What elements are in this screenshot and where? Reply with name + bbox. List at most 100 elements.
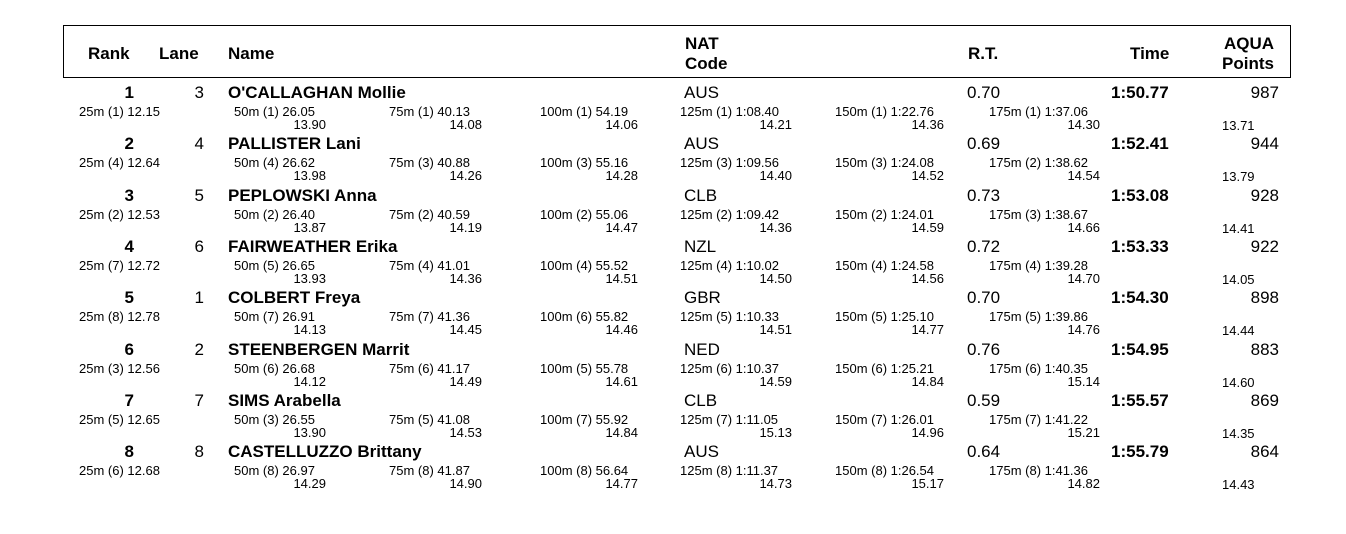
- rank-cell: 1: [124, 83, 134, 102]
- athlete-name: COLBERT Freya: [228, 288, 361, 307]
- split-lap: 14.66: [1067, 220, 1100, 235]
- lane-header: Lane: [159, 44, 199, 63]
- final-lap-split: 14.35: [1222, 426, 1255, 441]
- split-cumulative: 100m (6) 55.82: [540, 309, 629, 324]
- final-time: 1:53.08: [1111, 186, 1169, 205]
- split-cumulative: 75m (4) 41.01: [389, 258, 470, 273]
- split-lap: 14.90: [449, 476, 482, 491]
- split-cumulative: 75m (6) 41.17: [389, 361, 470, 376]
- split-lap: 14.84: [911, 374, 944, 389]
- rank-cell: 5: [124, 288, 134, 307]
- final-lap-split: 14.60: [1222, 375, 1255, 390]
- split-cumulative: 125m (1) 1:08.40: [680, 104, 780, 119]
- split-cell: 175m (7) 1:41.22 15.21: [989, 413, 1100, 439]
- split-cell: 100m (5) 55.78 14.61: [540, 362, 638, 388]
- aqua-points: 864: [1250, 442, 1279, 461]
- split-lap: 14.96: [911, 425, 944, 440]
- result-row: 6 2 STEENBERGEN Marrit NED 0.76 1:54.95 883 25m…: [0, 339, 1346, 390]
- split-25m: 25m (2) 12.53: [79, 207, 160, 222]
- split-cumulative: 50m (6) 26.68: [234, 361, 315, 376]
- aqua-points: 944: [1250, 134, 1279, 153]
- split-cell: 50m (6) 26.68 14.12: [234, 362, 326, 388]
- split-cell: 125m (1) 1:08.40 14.21: [680, 105, 792, 131]
- split-cell: 150m (8) 1:26.54 15.17: [835, 464, 944, 490]
- split-cell: 50m (4) 26.62 13.98: [234, 156, 326, 182]
- split-lap: 15.14: [1067, 374, 1100, 389]
- split-cell: 125m (2) 1:09.42 14.36: [680, 208, 792, 234]
- athlete-name: PALLISTER Lani: [228, 134, 361, 153]
- result-row: 7 7 SIMS Arabella CLB 0.59 1:55.57 869 25m (5) …: [0, 390, 1346, 441]
- split-cell: 100m (7) 55.92 14.84: [540, 413, 638, 439]
- split-cell: 125m (4) 1:10.02 14.50: [680, 259, 792, 285]
- aqua-points: 883: [1250, 340, 1279, 359]
- split-cumulative: 175m (8) 1:41.36: [989, 463, 1089, 478]
- split-cell: 50m (3) 26.55 13.90: [234, 413, 326, 439]
- split-cumulative: 125m (5) 1:10.33: [680, 309, 780, 324]
- split-lap: 14.08: [449, 117, 482, 132]
- split-cell: 150m (5) 1:25.10 14.77: [835, 310, 944, 336]
- split-lap: 14.21: [759, 117, 792, 132]
- split-cell: 50m (2) 26.40 13.87: [234, 208, 326, 234]
- split-cell: 50m (7) 26.91 14.13: [234, 310, 326, 336]
- results-header: Rank Lane Name NAT Code R.T. Time AQUA P…: [63, 25, 1291, 78]
- split-cumulative: 150m (5) 1:25.10: [835, 309, 935, 324]
- split-cumulative: 125m (6) 1:10.37: [680, 361, 780, 376]
- split-cumulative: 50m (7) 26.91: [234, 309, 315, 324]
- nat-header-line2: Code: [685, 54, 728, 73]
- split-cumulative: 150m (6) 1:25.21: [835, 361, 935, 376]
- split-cell: 125m (6) 1:10.37 14.59: [680, 362, 792, 388]
- split-cumulative: 150m (4) 1:24.58: [835, 258, 935, 273]
- split-cumulative: 125m (2) 1:09.42: [680, 207, 780, 222]
- final-lap-split: 14.41: [1222, 221, 1255, 236]
- lane-cell: 2: [194, 340, 204, 359]
- split-cumulative: 150m (1) 1:22.76: [835, 104, 935, 119]
- split-cumulative: 125m (8) 1:11.37: [680, 463, 779, 478]
- split-lap: 14.19: [449, 220, 482, 235]
- lane-cell: 3: [194, 83, 204, 102]
- split-lap: 15.17: [911, 476, 944, 491]
- split-cell: 75m (3) 40.88 14.26: [389, 156, 482, 182]
- split-lap: 14.12: [293, 374, 326, 389]
- nat-code: AUS: [684, 83, 719, 102]
- split-cell: 75m (4) 41.01 14.36: [389, 259, 482, 285]
- final-time: 1:54.95: [1111, 340, 1169, 359]
- result-row: 8 8 CASTELLUZZO Brittany AUS 0.64 1:55.79 864 2…: [0, 441, 1346, 492]
- split-lap: 14.13: [293, 322, 326, 337]
- split-cell: 150m (4) 1:24.58 14.56: [835, 259, 944, 285]
- split-lap: 14.46: [605, 322, 638, 337]
- split-25m: 25m (8) 12.78: [79, 309, 160, 324]
- split-cell: 75m (1) 40.13 14.08: [389, 105, 482, 131]
- nat-code: AUS: [684, 442, 719, 461]
- split-cell: 125m (3) 1:09.56 14.40: [680, 156, 792, 182]
- rank-cell: 7: [124, 391, 134, 410]
- aqua-points: 922: [1250, 237, 1279, 256]
- final-lap-split: 14.43: [1222, 477, 1255, 492]
- split-lap: 14.36: [449, 271, 482, 286]
- split-lap: 15.21: [1067, 425, 1100, 440]
- lane-cell: 7: [194, 391, 204, 410]
- result-row: 3 5 PEPLOWSKI Anna CLB 0.73 1:53.08 928 25m (2)…: [0, 185, 1346, 236]
- split-25m: 25m (1) 12.15: [79, 104, 160, 119]
- aqua-points: 928: [1250, 186, 1279, 205]
- split-cell: 100m (1) 54.19 14.06: [540, 105, 638, 131]
- split-lap: 14.40: [759, 168, 792, 183]
- result-row: 1 3 O'CALLAGHAN Mollie AUS 0.70 1:50.77 987 25m…: [0, 82, 1346, 133]
- split-cell: 150m (2) 1:24.01 14.59: [835, 208, 944, 234]
- nat-header-line1: NAT: [685, 34, 719, 53]
- split-lap: 14.50: [759, 271, 792, 286]
- reaction-time: 0.70: [967, 83, 1001, 102]
- split-cumulative: 175m (1) 1:37.06: [989, 104, 1089, 119]
- reaction-time: 0.70: [967, 288, 1001, 307]
- split-cell: 175m (6) 1:40.35 15.14: [989, 362, 1100, 388]
- split-lap: 14.52: [911, 168, 944, 183]
- athlete-name: FAIRWEATHER Erika: [228, 237, 398, 256]
- rank-cell: 4: [124, 237, 134, 256]
- results-table: 1 3 O'CALLAGHAN Mollie AUS 0.70 1:50.77 987 25m…: [0, 82, 1346, 502]
- aqua-points: 898: [1250, 288, 1279, 307]
- reaction-time: 0.64: [967, 442, 1001, 461]
- final-time: 1:55.79: [1111, 442, 1169, 461]
- split-lap: 14.59: [759, 374, 792, 389]
- split-lap: 14.51: [605, 271, 638, 286]
- split-lap: 14.29: [293, 476, 326, 491]
- split-lap: 14.30: [1067, 117, 1100, 132]
